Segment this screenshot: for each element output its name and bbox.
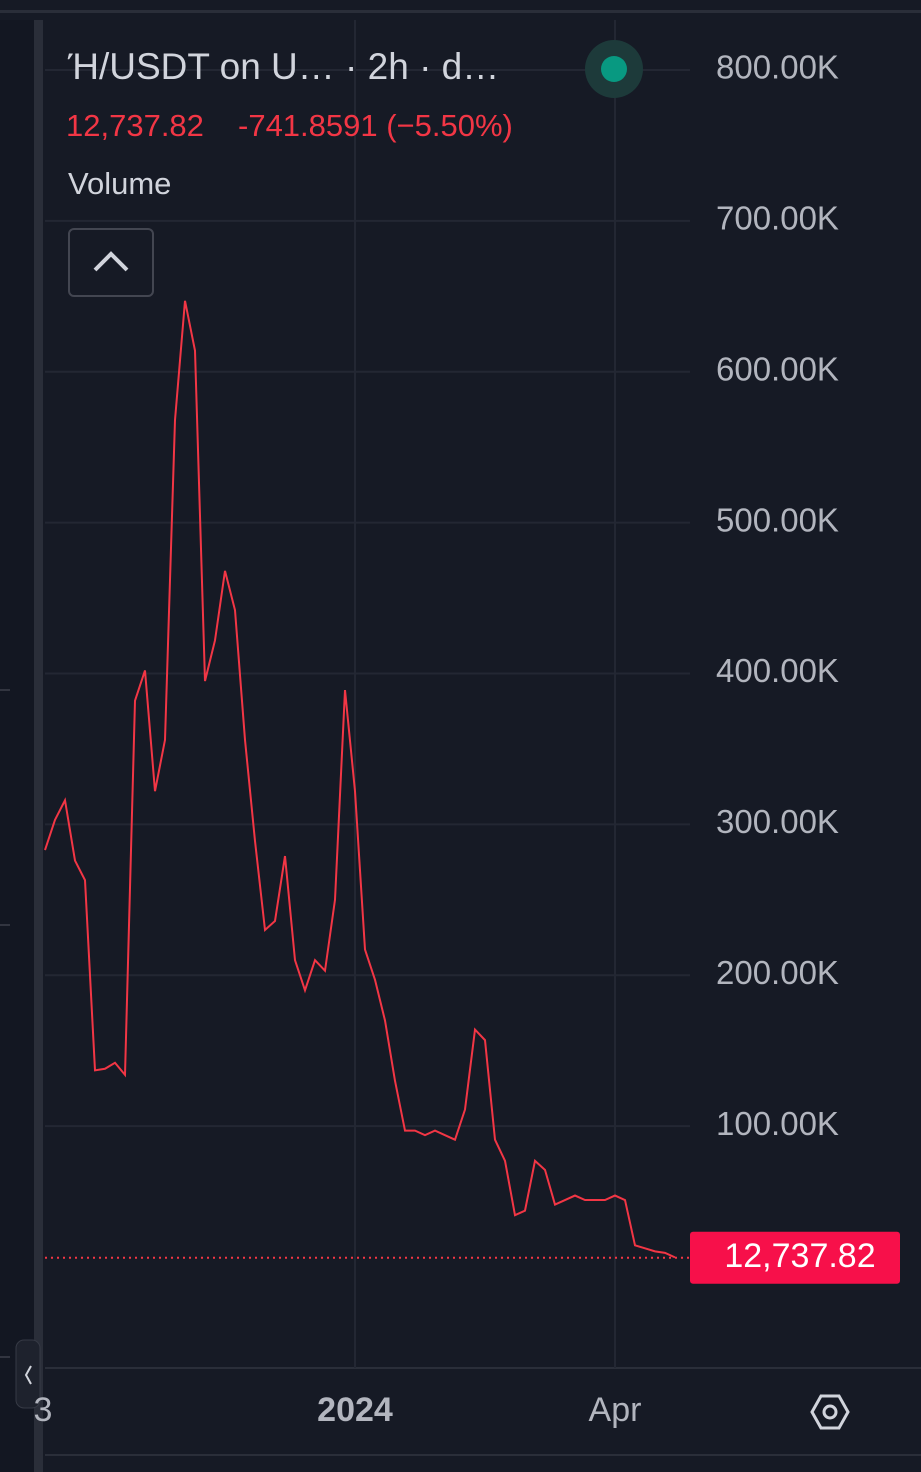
x-tick-label: 3 <box>34 1391 53 1429</box>
y-tick-label: 700.00K <box>716 200 839 237</box>
chevron-up <box>93 251 129 272</box>
x-tick-label: Apr <box>589 1391 642 1429</box>
settings-center <box>822 1404 838 1420</box>
status-dot <box>601 56 627 82</box>
y-tick-label: 800.00K <box>716 49 839 86</box>
y-tick-label: 100.00K <box>716 1105 839 1142</box>
settings-hex <box>810 1394 850 1430</box>
indicator-name: Volume <box>68 166 171 201</box>
x-tick-label: 2024 <box>317 1391 393 1429</box>
y-tick-label: 600.00K <box>716 350 839 387</box>
left-panel <box>0 20 34 1472</box>
collapse-indicator-button[interactable] <box>68 228 154 297</box>
price-line <box>44 300 676 1259</box>
collapse-icon <box>24 1365 32 1385</box>
y-tick-label: 500.00K <box>716 501 839 538</box>
settings-button[interactable] <box>810 1394 850 1430</box>
y-tick-label: 200.00K <box>716 954 839 991</box>
last-price-badge <box>690 1231 900 1284</box>
left-divider <box>34 20 43 1472</box>
collapse-tab[interactable] <box>15 1339 41 1409</box>
plot <box>44 20 690 1368</box>
price-change: -741.8591 (−5.50%) <box>238 108 513 143</box>
last-price: 12,737.82 <box>66 108 204 143</box>
y-tick-label: 400.00K <box>716 652 839 689</box>
symbol-title: Ή/USDT on U… · 2h · d… <box>67 46 499 87</box>
top-border <box>0 10 921 13</box>
y-tick-label: 300.00K <box>716 803 839 840</box>
last-price-label: 12,737.82 <box>724 1237 875 1275</box>
